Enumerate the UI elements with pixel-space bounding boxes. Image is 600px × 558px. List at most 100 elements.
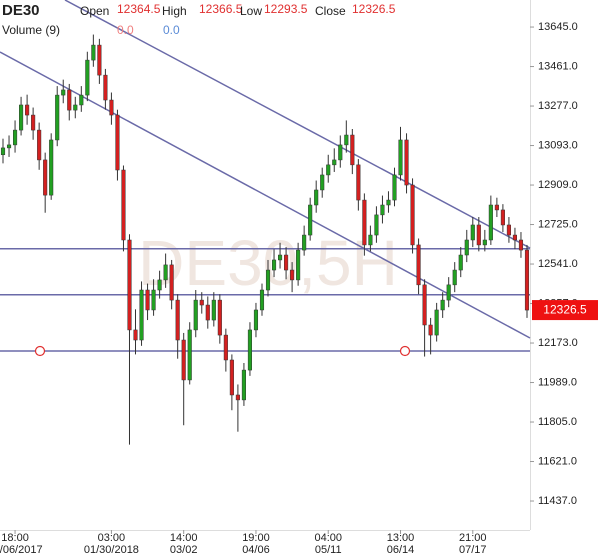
candle-body <box>356 164 361 201</box>
candle-body <box>241 369 246 401</box>
x-tick-label: 04/06 <box>242 544 270 556</box>
candle-body <box>500 209 505 226</box>
candle-body <box>55 94 60 141</box>
candle-body <box>326 164 331 176</box>
y-tick-label: 11805.0 <box>538 416 577 428</box>
candle-body <box>392 174 397 201</box>
candle-body <box>482 239 487 246</box>
candle-body <box>386 199 391 206</box>
x-tick-label: 01/30/2018 <box>84 544 139 556</box>
candle-body <box>235 394 240 401</box>
candle-body <box>199 299 204 306</box>
candle-body <box>428 324 433 336</box>
candle-body <box>61 89 66 96</box>
candle-body <box>139 289 144 341</box>
x-tick-label: 06/14 <box>387 544 415 556</box>
candle-body <box>91 44 96 61</box>
candle-body <box>362 199 367 246</box>
candle-body <box>217 299 222 336</box>
candle-body <box>404 139 409 186</box>
x-tick-label: 13:00 <box>387 532 415 544</box>
candle-body <box>169 264 174 301</box>
candle-body <box>133 329 138 341</box>
candle-body <box>121 169 126 241</box>
x-tick-label: 07/17 <box>459 544 487 556</box>
candle-body <box>49 139 54 196</box>
candle-body <box>0 147 6 156</box>
ohlc-value: 12326.5 <box>352 2 396 16</box>
y-tick-label: 13645.0 <box>538 21 578 33</box>
candle-body <box>302 234 307 251</box>
candle-body <box>103 74 108 101</box>
candle-body <box>440 299 445 311</box>
candle-body <box>175 299 180 341</box>
level-anchor <box>399 345 411 357</box>
candle-body <box>85 59 90 96</box>
x-tick-label: 05/11 <box>315 544 342 556</box>
candle-body <box>338 144 343 161</box>
candle-body <box>73 104 78 111</box>
x-tick-label: 03/02 <box>170 544 198 556</box>
candle-body <box>109 99 114 116</box>
candle-body <box>314 189 319 206</box>
y-tick-label: 12909.0 <box>538 179 578 191</box>
candle-body <box>151 289 156 311</box>
candle-body <box>43 159 48 196</box>
candle-body <box>31 114 36 131</box>
candle-body <box>271 259 277 271</box>
candle-body <box>127 239 132 331</box>
candle-body <box>512 234 517 241</box>
x-tick-label: 04:00 <box>314 532 342 544</box>
y-tick-label: 12725.0 <box>538 218 578 230</box>
candle-body <box>308 204 313 236</box>
y-tick-label: 13277.0 <box>538 100 578 112</box>
candle-body <box>464 239 469 256</box>
candle-body <box>284 254 289 271</box>
x-tick-label: 18:00 <box>1 532 29 544</box>
last-price-label: 12326.5 <box>543 302 587 316</box>
candle-body <box>211 299 216 321</box>
candle-body <box>19 104 24 131</box>
candle-body <box>416 244 421 286</box>
candle-body <box>290 269 295 281</box>
candle-body <box>163 264 168 281</box>
candle-body <box>488 204 493 241</box>
candle-body <box>145 289 150 311</box>
candle-body <box>265 269 271 291</box>
ohlc-value: 12293.5 <box>264 2 308 16</box>
trend-line <box>64 0 531 249</box>
plot <box>0 34 530 445</box>
y-tick-label: 11989.0 <box>538 376 577 388</box>
candle-body <box>398 139 403 176</box>
candle-body <box>229 359 234 396</box>
candle-body <box>518 239 524 251</box>
candle-body <box>67 89 72 111</box>
y-tick-label: 13461.0 <box>538 60 578 72</box>
candle-body <box>25 104 30 116</box>
candle-body <box>434 309 439 336</box>
candle-body <box>296 249 301 281</box>
candle-body <box>446 284 451 301</box>
candle-body <box>13 129 18 146</box>
candle-body <box>410 184 415 246</box>
candle-body <box>350 134 355 166</box>
candle-body <box>97 44 102 76</box>
candle-body <box>524 249 530 311</box>
chart-title: DE30 <box>2 2 40 19</box>
candle-body <box>253 309 259 331</box>
x-tick-label: 12/06/2017 <box>0 544 43 556</box>
ohlc-label: Close <box>315 4 346 18</box>
y-tick-label: 11437.0 <box>538 495 577 507</box>
volume-label: Volume (9) <box>2 23 60 37</box>
x-tick-label: 03:00 <box>98 532 126 544</box>
candle-body <box>506 224 511 236</box>
candle-body <box>115 114 120 171</box>
ohlc-label: Low <box>240 4 262 18</box>
candle-body <box>278 254 283 261</box>
x-tick-label: 14:00 <box>170 532 198 544</box>
ohlc-label: Open <box>80 4 109 18</box>
candle-body <box>494 204 499 211</box>
volume-value: 0.0 <box>117 23 134 37</box>
candle-body <box>6 144 12 149</box>
candle-body <box>259 289 265 311</box>
